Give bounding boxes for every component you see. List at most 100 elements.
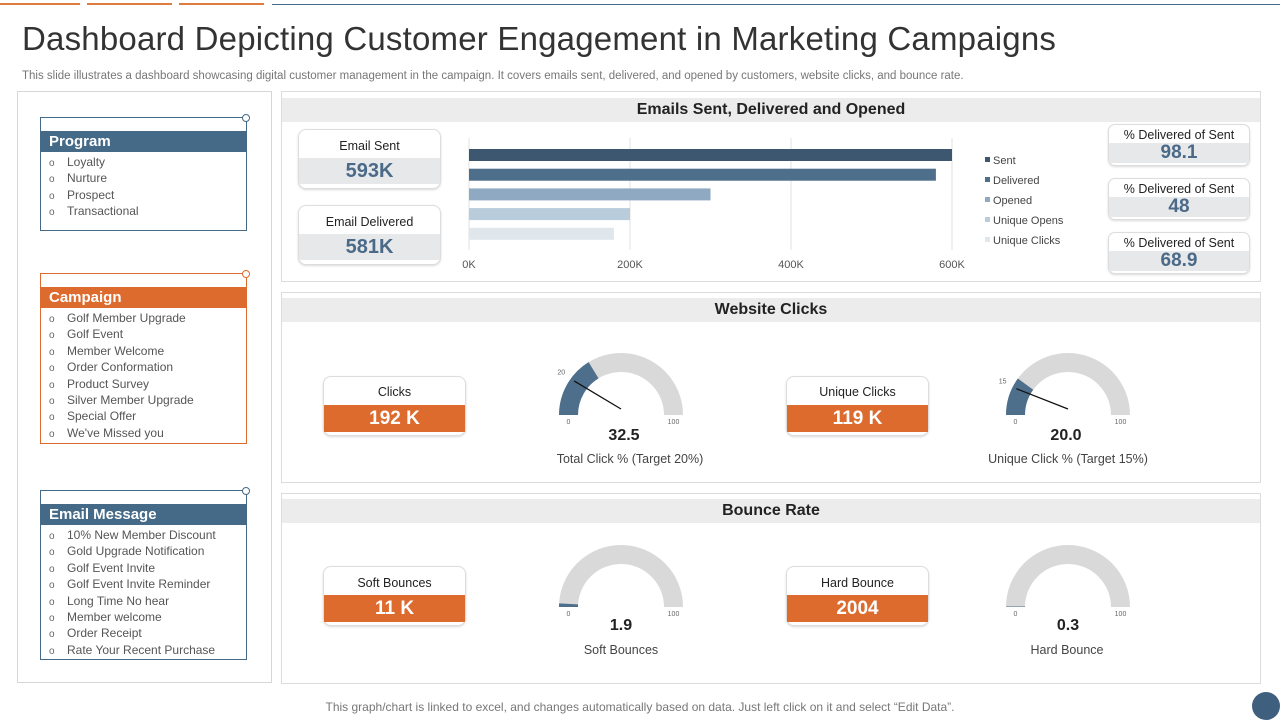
gauge-track (1006, 545, 1130, 608)
list-item: o Prospect (49, 188, 246, 204)
list-item-text: Loyalty (67, 155, 106, 169)
list-item-text: Nurture (67, 171, 108, 186)
pct-label: % Delivered of Sent (1123, 236, 1235, 250)
list-item: o Gold Upgrade Notification (49, 544, 246, 560)
list-item-text: Golf Member Upgrade (67, 311, 186, 325)
gauge-max-label: 100 (668, 419, 680, 426)
list-item: o Golf Event Invite (49, 561, 246, 577)
list-item-text: Golf Event Invite (67, 560, 156, 575)
unique-clicks-label: Unique Clicks (819, 385, 896, 399)
list-item-text: Rate Your Recent Purchase (67, 642, 216, 657)
corner-circle (1252, 692, 1280, 720)
hard-bounce-value: 2004 (787, 595, 928, 622)
list-item: o Loyalty (49, 155, 246, 171)
website-clicks-title: Website Clicks (282, 298, 1260, 322)
pct-delivered-card-1: % Delivered of Sent 98.1 (1108, 124, 1250, 166)
gauge-target-label: 20 (557, 369, 565, 376)
pct-value: 98.1 (1109, 143, 1249, 163)
footer-note: This graph/chart is linked to excel, and… (325, 700, 955, 714)
pct-label: % Delivered of Sent (1123, 182, 1235, 196)
list-item: o Long Time No hear (49, 594, 246, 610)
bullet-icon: o (49, 563, 55, 575)
legend-swatch (985, 217, 990, 222)
unique-click-gauge: 0 100 15 (999, 353, 1130, 426)
list-item: o Silver Member Upgrade (49, 393, 246, 409)
legend-swatch (985, 177, 990, 182)
email-delivered-label: Email Delivered (325, 215, 414, 229)
bullet-icon: o (49, 396, 55, 408)
soft-bounces-label: Soft Bounces (357, 576, 432, 590)
program-box: Program o Loyalty o Nurture o Prospect o Transa… (40, 114, 250, 231)
list-item-text: Member welcome (67, 610, 162, 625)
gauge-min-label: 0 (567, 419, 571, 426)
clicks-value: 192 K (324, 405, 465, 432)
x-tick-label: 400K (778, 259, 804, 271)
gauge-min-label: 0 (1014, 611, 1018, 618)
soft-bounce-gauge-label: Soft Bounces (583, 643, 659, 657)
bullet-icon: o (49, 547, 55, 559)
unique-click-value: 20.0 (1050, 427, 1082, 444)
emails-panel-title: Emails Sent, Delivered and Opened (282, 98, 1260, 122)
list-item-text: Transactional (67, 204, 139, 219)
bullet-icon: o (49, 379, 55, 391)
list-item-text: Golf Event Invite Reminder (67, 577, 211, 592)
gauge-max-label: 100 (668, 611, 680, 618)
soft-bounces-card: Soft Bounces 11 K (323, 566, 466, 626)
bullet-icon: o (49, 174, 55, 186)
list-item: o Rate Your Recent Purchase (49, 643, 246, 659)
email-sent-card: Email Sent 593K (298, 129, 441, 189)
list-item: o We've Missed you (49, 426, 246, 442)
total-click-gauge: 0 100 20 (557, 353, 683, 426)
hard-bounce-gauge-label: Hard Bounce (1030, 643, 1104, 657)
list-item-text: Order Receipt (67, 626, 142, 641)
list-item-text: Prospect (67, 187, 115, 202)
gauge-track (559, 545, 683, 608)
legend-label: Sent (993, 155, 1016, 167)
top-accent-2 (87, 3, 172, 5)
page-subtitle: This slide illustrates a dashboard showc… (22, 70, 964, 82)
gauge-needle (573, 380, 622, 410)
bar-unique-opens (469, 208, 630, 221)
bullet-icon: o (49, 207, 55, 219)
bullet-icon: o (49, 412, 55, 424)
corner-dot (242, 487, 250, 495)
legend-swatch (985, 237, 990, 242)
email-delivered-value: 581K (299, 234, 440, 260)
email-message-list: o 10% New Member Discount o Gold Upgrade No… (41, 528, 246, 659)
unique-clicks-value: 119 K (787, 405, 928, 432)
list-item-text: We've Missed you (67, 425, 164, 440)
bullet-icon: o (49, 314, 55, 325)
gauge-min-label: 0 (567, 611, 571, 618)
list-item: o Golf Event Invite Reminder (49, 577, 246, 593)
total-click-label: Total Click % (Target 20%) (556, 452, 704, 466)
list-item: o Transactional (49, 204, 246, 220)
list-item: o Special Offer (49, 409, 246, 425)
list-item: o Order Conformation (49, 360, 246, 376)
bar-opened (469, 188, 711, 201)
list-item-text: Long Time No hear (67, 593, 170, 608)
bullet-icon: o (49, 190, 55, 202)
hard-bounce-card: Hard Bounce 2004 (786, 566, 929, 626)
pct-delivered-card-2: % Delivered of Sent 48 (1108, 178, 1250, 220)
gauge-max-label: 100 (1115, 611, 1127, 618)
email-sent-value: 593K (299, 158, 440, 184)
email-message-header: Email Message (41, 504, 246, 525)
list-item-text: 10% New Member Discount (67, 528, 216, 542)
legend-label: Unique Clicks (993, 235, 1061, 247)
legend-label: Unique Opens (993, 215, 1064, 227)
list-item-text: Gold Upgrade Notification (67, 544, 205, 559)
page-title: Dashboard Depicting Customer Engagement … (22, 20, 1057, 57)
bullet-icon: o (49, 346, 55, 358)
bullet-icon: o (49, 629, 55, 641)
campaign-box: Campaign o Golf Member Upgrade o Golf Event… (40, 270, 250, 444)
list-item-text: Order Conformation (67, 360, 174, 375)
top-accent-1 (0, 3, 80, 5)
hard-bounce-gauge: 0 100 (1005, 545, 1130, 618)
total-click-value: 32.5 (608, 427, 640, 444)
legend-swatch (985, 197, 990, 202)
program-header: Program (41, 131, 246, 152)
bullet-icon: o (49, 428, 55, 440)
list-item: o Member welcome (49, 610, 246, 626)
email-message-box: Email Message o 10% New Member Discount o G… (40, 487, 250, 660)
legend-swatch (985, 157, 990, 162)
